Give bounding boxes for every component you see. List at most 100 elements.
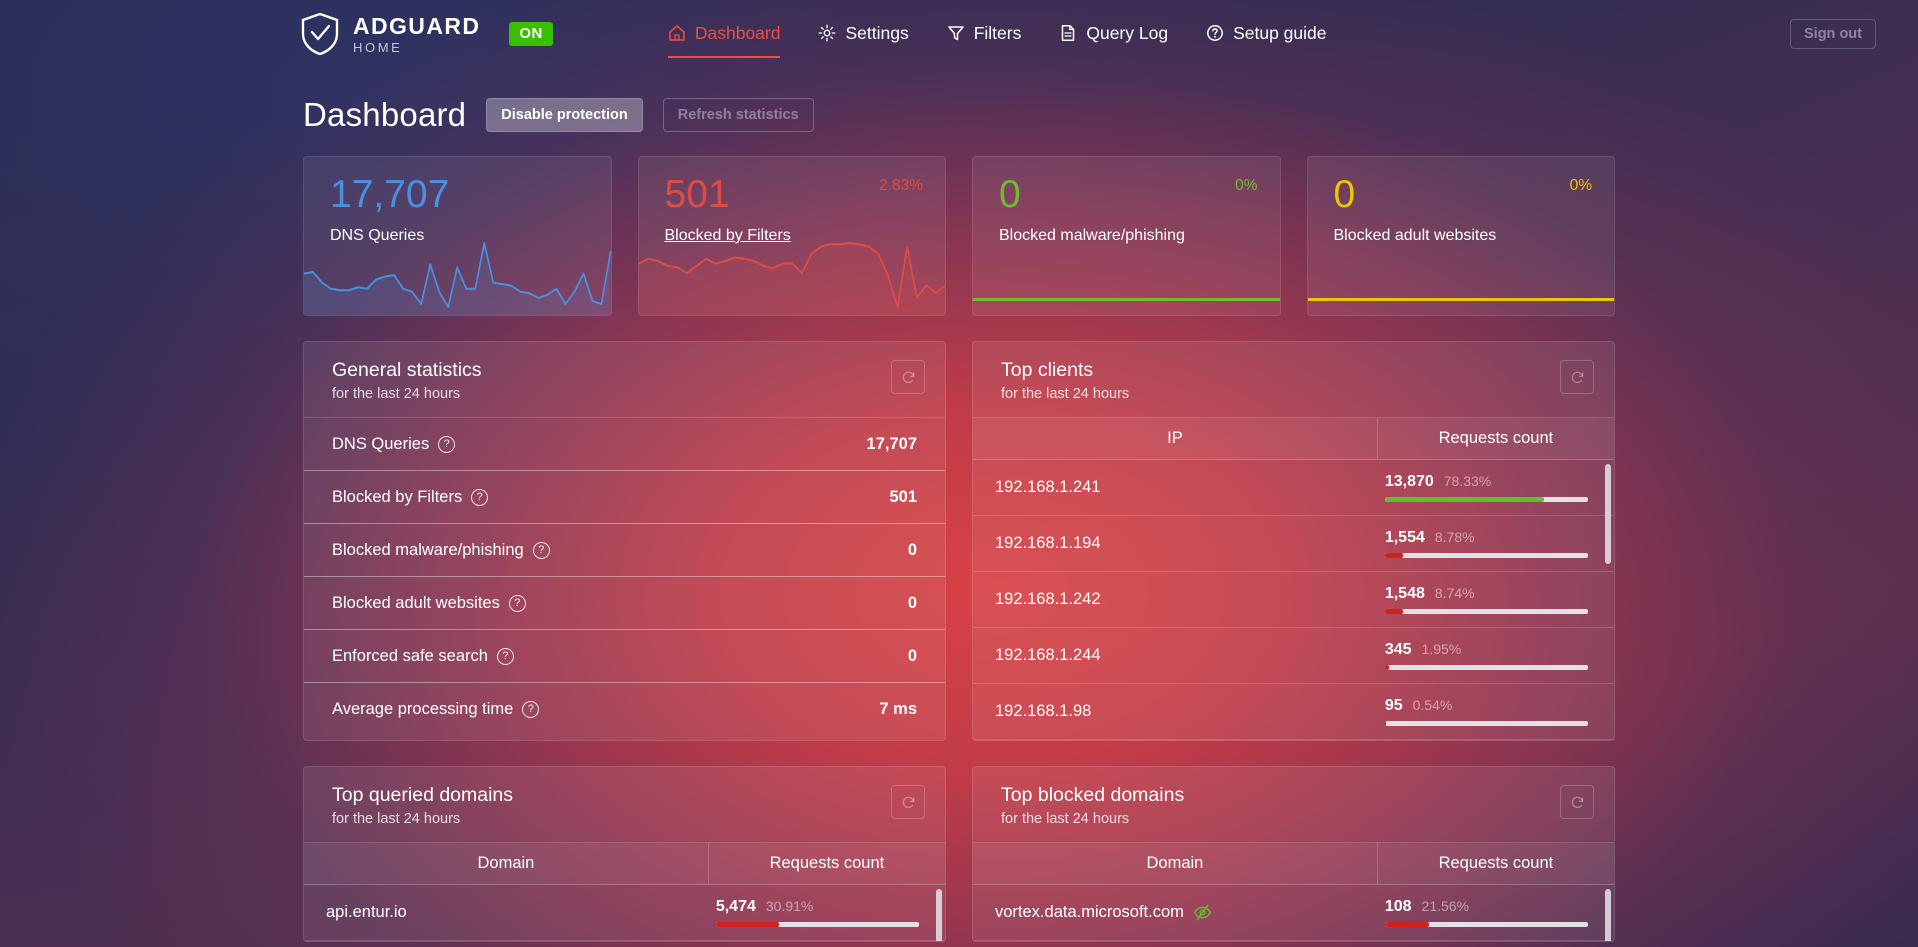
panel-header: Top clients for the last 24 hours bbox=[973, 342, 1614, 418]
home-icon bbox=[668, 24, 686, 42]
stat-value: 0 bbox=[907, 593, 917, 612]
nav-item-setup-guide[interactable]: Setup guide bbox=[1206, 0, 1327, 68]
panel-title: Top queried domains bbox=[332, 784, 514, 806]
refresh-icon[interactable] bbox=[1560, 785, 1594, 819]
counter-value: 0 bbox=[999, 173, 1021, 216]
top-navbar: ADGUARD HOME ON Dashboard bbox=[0, 0, 1918, 68]
panel-subtitle: for the last 24 hours bbox=[332, 386, 461, 402]
nav-item-dashboard[interactable]: Dashboard bbox=[667, 0, 781, 68]
panel-header: Top blocked domains for the last 24 hour… bbox=[973, 767, 1614, 843]
refresh-icon[interactable] bbox=[891, 360, 925, 394]
table-row: 192.168.1.194 1,554 8.78% bbox=[973, 516, 1614, 572]
scrollbar-thumb[interactable] bbox=[1605, 889, 1611, 941]
row-name: vortex.data.microsoft.com bbox=[995, 903, 1184, 921]
general-statistics-rows: DNS Queries? 17,707 Blocked by Filters? 501… bbox=[304, 418, 945, 736]
stat-label: Average processing time? bbox=[332, 700, 540, 719]
panels-row-2: Top queried domains for the last 24 hour… bbox=[0, 741, 1918, 942]
refresh-icon[interactable] bbox=[1560, 360, 1594, 394]
gear-icon bbox=[818, 24, 836, 42]
sparkline-blocked-by-filters bbox=[638, 229, 945, 315]
row-count: 1,554 bbox=[1384, 529, 1425, 546]
row-count: 13,870 bbox=[1384, 473, 1434, 490]
nav-item-settings[interactable]: Settings bbox=[818, 0, 909, 68]
panel-subtitle: for the last 24 hours bbox=[1001, 811, 1130, 827]
row-name: api.entur.io bbox=[326, 903, 407, 921]
row-percent: 0.54% bbox=[1412, 697, 1453, 713]
row-percent: 78.33% bbox=[1443, 473, 1492, 489]
stat-label: Blocked malware/phishing? bbox=[332, 541, 550, 560]
column-header-requests-count: Requests count bbox=[1376, 418, 1614, 459]
top-blocked-domains-rows: vortex.data.microsoft.com 108 21.56% bbox=[973, 885, 1614, 941]
shield-check-icon bbox=[300, 12, 340, 56]
help-icon[interactable]: ? bbox=[471, 488, 489, 506]
help-icon[interactable]: ? bbox=[532, 541, 550, 559]
stat-value: 0 bbox=[907, 540, 917, 559]
panel-general-statistics: General statistics for the last 24 hours… bbox=[303, 341, 946, 741]
counter-label: Blocked malware/phishing bbox=[999, 227, 1185, 244]
refresh-icon[interactable] bbox=[891, 785, 925, 819]
counter-value: 501 bbox=[664, 173, 730, 216]
scrollbar-thumb[interactable] bbox=[1605, 464, 1611, 564]
brand-logo[interactable]: ADGUARD HOME ON bbox=[300, 12, 553, 56]
funnel-icon bbox=[947, 24, 965, 42]
panel-header: General statistics for the last 24 hours bbox=[304, 342, 945, 418]
page-header: Dashboard Disable protection Refresh sta… bbox=[0, 68, 1918, 134]
row-count: 1,548 bbox=[1384, 585, 1425, 602]
table-row: 192.168.1.244 345 1.95% bbox=[973, 628, 1614, 684]
counter-card-blocked-adult[interactable]: 0 Blocked adult websites 0% bbox=[1306, 156, 1615, 316]
panels-row-1: General statistics for the last 24 hours… bbox=[0, 316, 1918, 741]
counter-label-link[interactable]: Blocked by Filters bbox=[664, 227, 791, 244]
stat-label-text: Enforced safe search bbox=[332, 646, 488, 665]
panel-top-queried-domains: Top queried domains for the last 24 hour… bbox=[303, 766, 946, 942]
panel-title: Top clients bbox=[1001, 359, 1094, 381]
counter-card-dns-queries[interactable]: 17,707 DNS Queries bbox=[303, 156, 612, 316]
stat-value: 0 bbox=[907, 646, 917, 665]
column-header-domain: Domain bbox=[1146, 854, 1204, 872]
panel-header: Top queried domains for the last 24 hour… bbox=[304, 767, 945, 843]
table-row: vortex.data.microsoft.com 108 21.56% bbox=[973, 885, 1614, 941]
row-name: 192.168.1.241 bbox=[995, 478, 1101, 496]
row-percent: 21.56% bbox=[1421, 898, 1470, 914]
nav-item-query-log[interactable]: Query Log bbox=[1059, 0, 1168, 68]
refresh-statistics-button[interactable]: Refresh statistics bbox=[662, 98, 814, 132]
row-name-cell: vortex.data.microsoft.com bbox=[973, 903, 1377, 922]
row-count: 345 bbox=[1384, 641, 1412, 658]
panel-top-blocked-domains: Top blocked domains for the last 24 hour… bbox=[972, 766, 1615, 942]
eye-slash-icon[interactable] bbox=[1193, 904, 1212, 921]
column-header-domain: Domain bbox=[477, 854, 535, 872]
scrollbar-thumb[interactable] bbox=[936, 889, 942, 941]
column-header-requests-count: Requests count bbox=[707, 843, 945, 884]
top-clients-rows: 192.168.1.241 13,870 78.33% 192.168.1.194 1,… bbox=[973, 460, 1614, 740]
row-name-cell: 192.168.1.194 bbox=[973, 534, 1377, 553]
sign-out-button[interactable]: Sign out bbox=[1790, 19, 1876, 49]
table-row: 192.168.1.241 13,870 78.33% bbox=[973, 460, 1614, 516]
row-name-cell: 192.168.1.244 bbox=[973, 646, 1377, 665]
stat-label: Blocked by Filters? bbox=[332, 488, 489, 507]
panel-title: Top blocked domains bbox=[1001, 784, 1185, 806]
help-icon[interactable]: ? bbox=[522, 701, 540, 718]
column-header-requests-count: Requests count bbox=[1376, 843, 1614, 884]
row-name-cell: 192.168.1.241 bbox=[973, 478, 1377, 497]
table-row: 192.168.1.98 95 0.54% bbox=[973, 684, 1614, 740]
nav-item-filters[interactable]: Filters bbox=[947, 0, 1021, 68]
table-header: Domain Requests count bbox=[304, 843, 945, 885]
row-bar bbox=[1384, 665, 1588, 670]
help-icon[interactable]: ? bbox=[496, 647, 514, 665]
stat-value: 7 ms bbox=[879, 700, 917, 718]
row-name-cell: api.entur.io bbox=[304, 903, 708, 922]
row-name: 192.168.1.98 bbox=[995, 702, 1092, 720]
row-count-cell: 95 0.54% bbox=[1377, 697, 1614, 726]
top-queried-domains-rows: api.entur.io 5,474 30.91% bbox=[304, 885, 945, 941]
table-header: IP Requests count bbox=[973, 418, 1614, 460]
counter-card-blocked-malware[interactable]: 0 Blocked malware/phishing 0% bbox=[972, 156, 1281, 316]
row-name-cell: 192.168.1.98 bbox=[973, 702, 1377, 721]
stat-row: Blocked adult websites? 0 bbox=[304, 577, 945, 630]
flatline-blocked-adult bbox=[1307, 298, 1614, 301]
disable-protection-button[interactable]: Disable protection bbox=[486, 98, 643, 132]
counter-card-blocked-by-filters[interactable]: 501 Blocked by Filters 2.83% bbox=[637, 156, 946, 316]
nav-label-dashboard: Dashboard bbox=[694, 22, 781, 43]
help-icon[interactable]: ? bbox=[508, 594, 526, 612]
help-icon[interactable]: ? bbox=[438, 435, 456, 453]
row-count-cell: 345 1.95% bbox=[1377, 641, 1614, 670]
